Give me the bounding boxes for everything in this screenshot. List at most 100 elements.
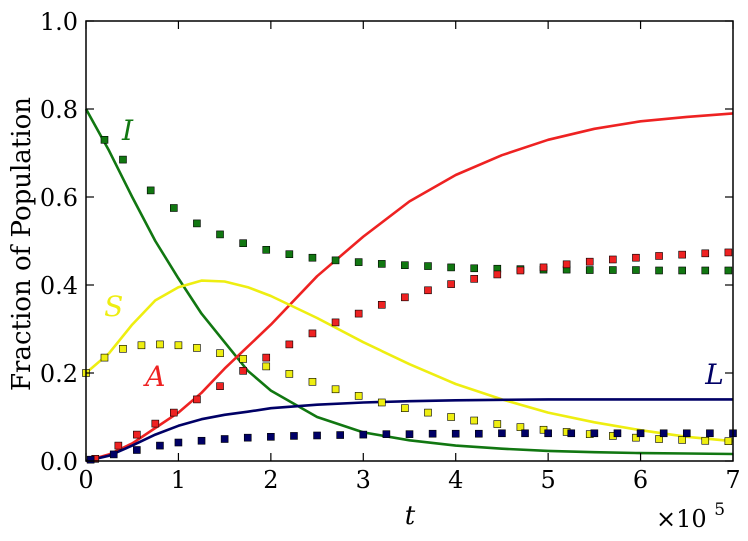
marker-a: [401, 293, 409, 302]
series-markers-l: [86, 429, 737, 464]
marker-s: [239, 355, 247, 363]
marker-i: [285, 250, 294, 258]
marker-a: [308, 329, 317, 338]
series-line-a: [85, 112, 734, 463]
series-tag-a: A: [142, 360, 165, 393]
marker-i: [724, 266, 733, 275]
marker-a: [114, 441, 123, 450]
marker-a: [354, 309, 363, 318]
marker-a: [701, 249, 710, 258]
marker-a: [539, 263, 548, 272]
marker-s: [119, 344, 127, 353]
y-tick-label: 1.0: [40, 8, 78, 36]
marker-l: [567, 429, 576, 438]
marker-i: [424, 262, 432, 270]
marker-l: [382, 430, 391, 438]
marker-i: [678, 266, 686, 275]
marker-s: [377, 398, 386, 407]
marker-a: [632, 253, 640, 262]
marker-a: [585, 257, 594, 266]
x-tick-label: 5: [541, 466, 556, 494]
x-multiplier-label: ×10 5: [656, 500, 725, 533]
marker-a: [285, 340, 294, 349]
marker-l: [682, 429, 691, 438]
marker-i: [331, 256, 340, 265]
marker-s: [401, 404, 409, 413]
marker-a: [170, 408, 178, 417]
series-markers-i: [100, 136, 733, 275]
marker-a: [151, 419, 160, 428]
marker-l: [336, 431, 344, 439]
marker-a: [133, 430, 141, 439]
marker-i: [119, 155, 127, 164]
marker-a: [216, 382, 224, 391]
marker-s: [262, 362, 271, 371]
marker-l: [86, 455, 95, 464]
marker-i: [354, 258, 363, 266]
x-multiplier-exponent: 5: [714, 500, 725, 520]
marker-l: [133, 446, 141, 454]
x-tick-label: 0: [78, 466, 93, 494]
marker-l: [197, 436, 206, 445]
marker-a: [562, 260, 571, 269]
series-line-i: [84, 108, 734, 456]
marker-l: [243, 433, 252, 442]
marker-i: [262, 246, 271, 254]
series-markers-a: [91, 248, 733, 463]
marker-i: [170, 204, 178, 212]
marker-a: [424, 286, 432, 295]
marker-i: [585, 266, 594, 274]
marker-s: [100, 353, 109, 362]
marker-l: [313, 431, 321, 440]
marker-i: [216, 230, 224, 239]
marker-i: [701, 266, 710, 275]
marker-s: [493, 420, 502, 428]
marker-l: [659, 429, 668, 438]
marker-s: [516, 423, 525, 431]
marker-i: [470, 264, 479, 273]
marker-i: [146, 186, 155, 195]
x-tick-label: 3: [356, 466, 371, 494]
marker-i: [239, 239, 247, 247]
marker-a: [493, 270, 502, 279]
marker-i: [632, 266, 640, 274]
marker-l: [359, 430, 368, 439]
marker-i: [401, 261, 409, 270]
marker-a: [193, 395, 201, 404]
y-tick-label: 0.0: [40, 448, 78, 476]
marker-s: [216, 349, 224, 358]
marker-l: [475, 429, 483, 438]
marker-l: [636, 429, 645, 438]
marker-s: [447, 413, 455, 421]
marker-l: [428, 429, 437, 438]
marker-a: [678, 250, 686, 259]
marker-l: [109, 450, 118, 459]
series-tag-i: I: [121, 114, 134, 147]
y-tick-label: 0.6: [40, 184, 78, 212]
marker-l: [267, 432, 275, 441]
marker-a: [609, 255, 617, 264]
y-axis-label: Fraction of Population: [7, 97, 37, 391]
series-tag-s: S: [104, 290, 123, 323]
marker-i: [193, 219, 201, 228]
marker-s: [354, 392, 363, 400]
marker-a: [516, 266, 525, 275]
marker-l: [220, 435, 229, 443]
series-markers-s: [82, 340, 733, 446]
marker-l: [590, 429, 599, 438]
marker-s: [137, 341, 146, 350]
marker-a: [447, 280, 455, 288]
marker-i: [447, 263, 455, 272]
marker-s: [308, 377, 317, 386]
series-layer: [84, 108, 734, 463]
marker-l: [174, 438, 183, 447]
series-line-l: [85, 398, 733, 463]
marker-i: [100, 136, 109, 144]
marker-a: [470, 275, 479, 283]
marker-l: [544, 429, 552, 438]
x-tick-label: 6: [633, 466, 648, 494]
marker-i: [377, 260, 386, 268]
series-line-s: [85, 279, 734, 443]
marker-s: [424, 408, 432, 417]
marker-s: [701, 436, 710, 445]
